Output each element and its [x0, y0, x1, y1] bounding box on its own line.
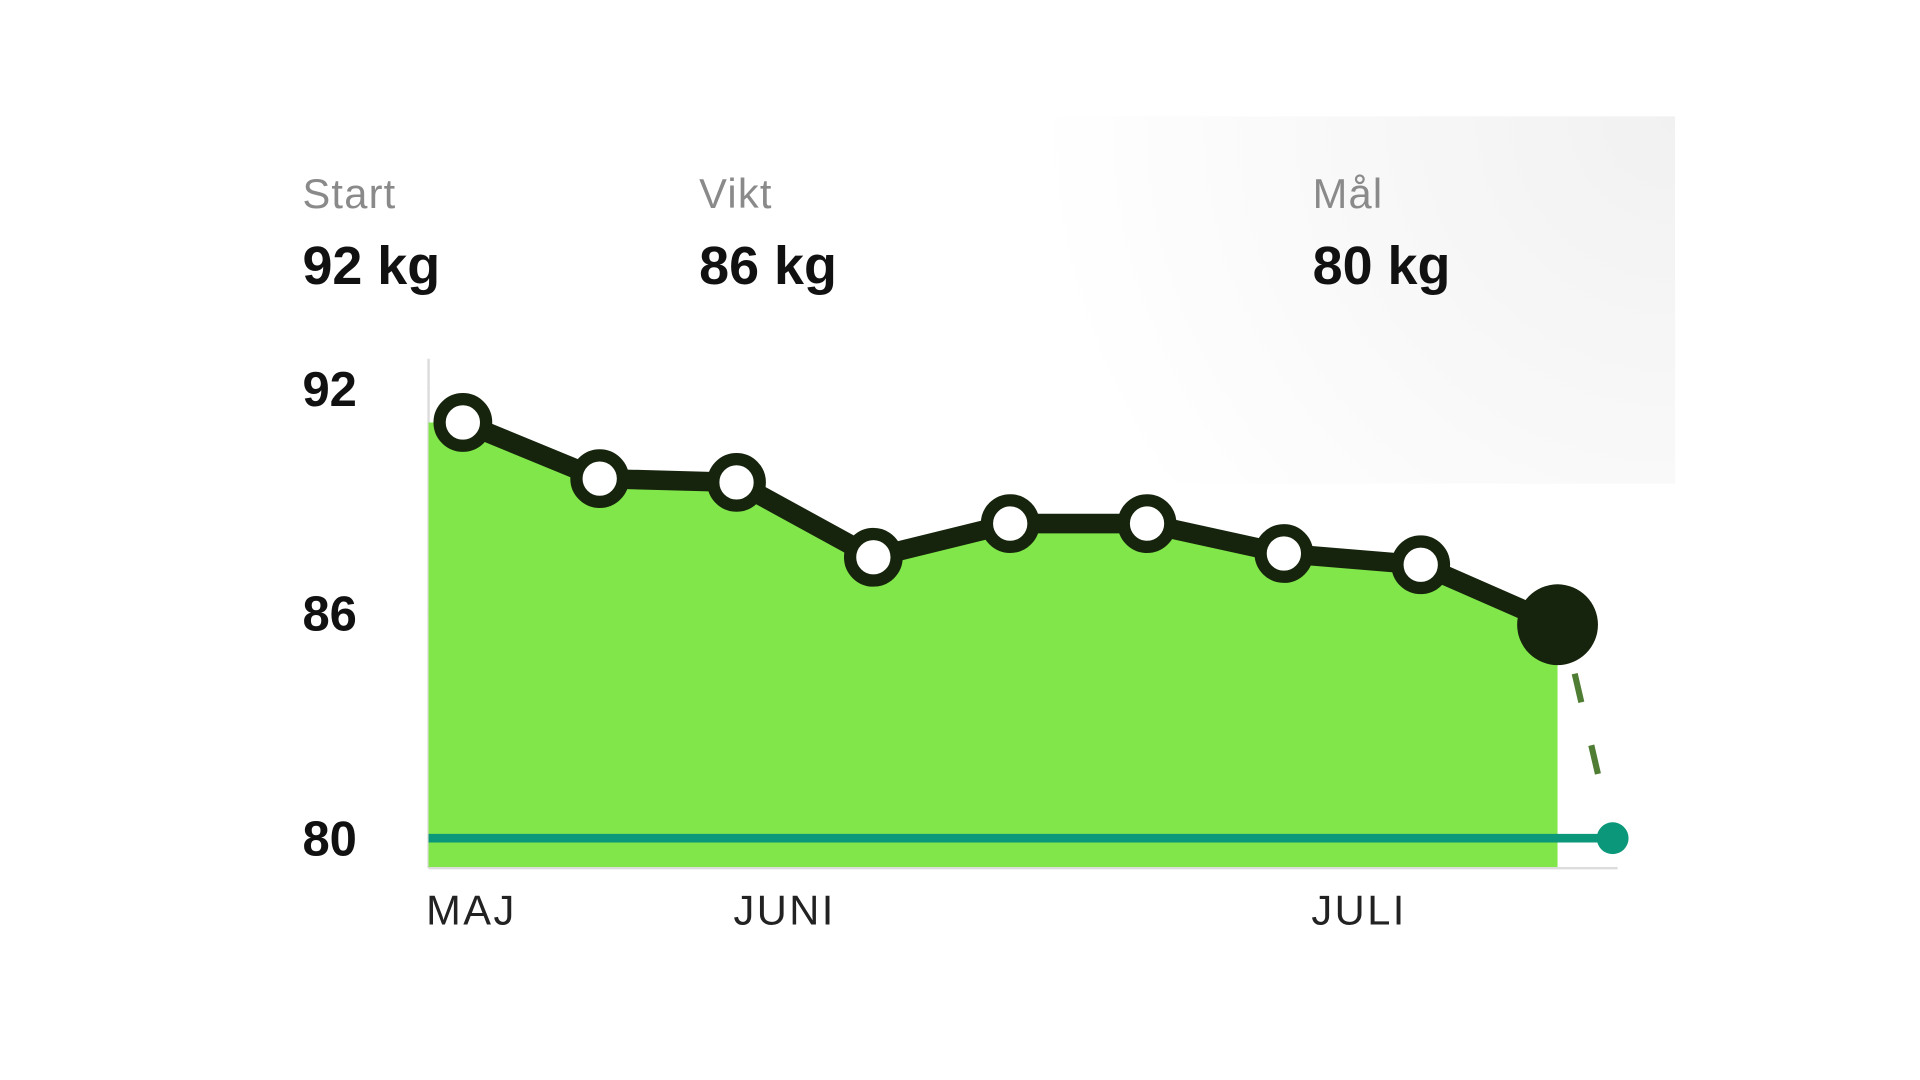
point: [1117, 494, 1177, 553]
point: [1254, 524, 1314, 583]
stat-label: Start: [302, 170, 396, 217]
x-label: JUNI: [733, 886, 835, 933]
point: [570, 449, 630, 509]
background-shade: [1053, 116, 1676, 484]
stat-value: 80 kg: [1313, 236, 1451, 296]
y-tick-label: 92: [302, 363, 356, 417]
stat-label: Mål: [1313, 170, 1384, 217]
x-label: MAJ: [426, 886, 517, 933]
current-point: [1517, 584, 1598, 666]
point: [433, 393, 493, 452]
stat-label: Vikt: [699, 170, 773, 217]
point: [707, 452, 766, 512]
stat-value: 92 kg: [302, 236, 440, 296]
area: [428, 422, 1558, 869]
y-tick-label: 80: [302, 812, 356, 866]
point: [843, 527, 903, 587]
stat-value: 86 kg: [699, 236, 837, 296]
y-tick-label: 86: [302, 588, 356, 642]
point: [980, 494, 1040, 553]
goal-marker: [1596, 822, 1629, 855]
projection: [1571, 672, 1611, 817]
point: [1391, 535, 1451, 595]
x-label: JULI: [1311, 886, 1406, 933]
